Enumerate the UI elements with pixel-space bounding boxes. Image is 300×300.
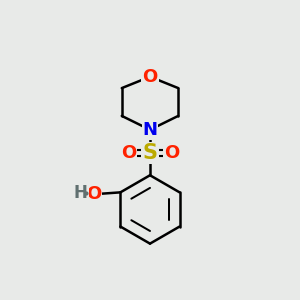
Text: O: O — [142, 68, 158, 86]
Text: O: O — [86, 185, 101, 203]
Text: N: N — [142, 121, 158, 139]
Text: N: N — [142, 121, 158, 139]
Text: O: O — [121, 144, 136, 162]
Text: H: H — [74, 184, 88, 202]
Text: S: S — [142, 143, 158, 163]
Text: O: O — [164, 144, 179, 162]
